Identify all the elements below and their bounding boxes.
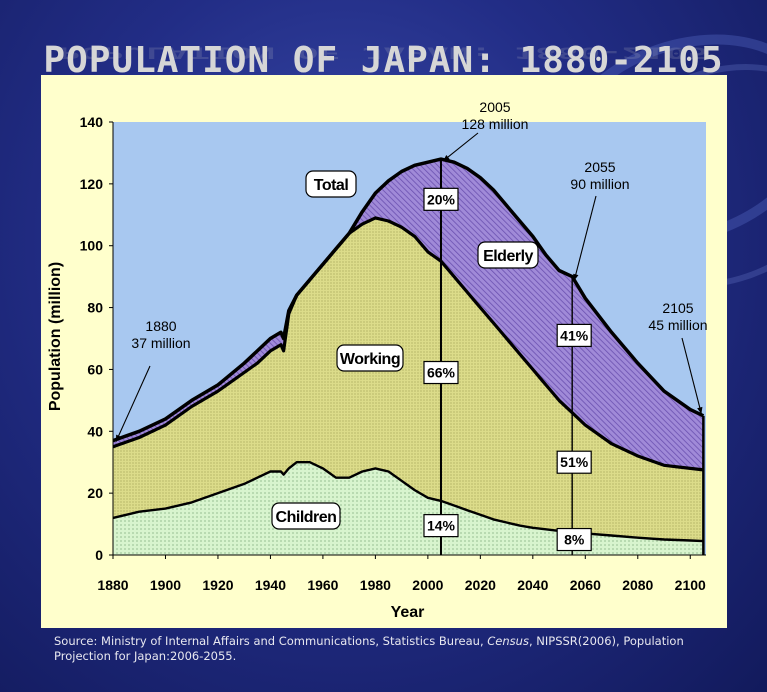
x-axis-title: Year: [391, 604, 425, 621]
x-tick-label: 2000: [412, 577, 443, 593]
annotation-2105-year: 2105: [662, 300, 693, 316]
x-tick-label: 1880: [97, 577, 128, 593]
share-2055-elderly-label: 41%: [560, 327, 589, 343]
share-2055-children-box: [556, 527, 592, 552]
y-tick-label: 100: [80, 238, 104, 254]
share-2055-elderly-box: [556, 323, 592, 348]
children-area: [113, 462, 704, 555]
elderly-area: [113, 159, 704, 470]
annotation-2005-arrowhead: [442, 154, 450, 162]
annotation-1880-year: 1880: [145, 318, 176, 334]
share-2055-working-box: [556, 450, 592, 474]
slide-title: POPULATION OF JAPAN: 1880-2105: [43, 40, 724, 81]
x-tick-label: 1920: [202, 577, 233, 593]
annotation-2055-arrow: [573, 195, 597, 281]
x-tick-label: 2080: [622, 577, 653, 593]
annotation-2055-year: 2055: [584, 159, 615, 175]
working-area: [113, 217, 704, 542]
annotation-2005-arrow: [442, 132, 479, 162]
share-2005-elderly-label: 20%: [427, 191, 456, 207]
elderly-area-box: [477, 241, 539, 269]
share-2055-working-label: 51%: [560, 454, 589, 470]
children-area-label: Children: [276, 509, 337, 526]
annotation-1880-arrowhead: [116, 434, 122, 442]
source-text: Source: Ministry of Internal Affairs and…: [54, 634, 488, 648]
working-area-label: Working: [340, 351, 400, 368]
x-tick-label: 2100: [675, 577, 706, 593]
y-axis-title: Population (million): [47, 262, 64, 411]
y-tick-label: 60: [87, 361, 103, 377]
total-area-box: [305, 170, 357, 198]
source-note: Source: Ministry of Internal Affairs and…: [54, 634, 744, 664]
elderly-area-label: Elderly: [483, 248, 533, 265]
total-area-label: Total: [314, 177, 349, 194]
share-2005-children-label: 14%: [427, 518, 456, 534]
x-tick-label: 1960: [307, 577, 338, 593]
x-tick-label: 2020: [465, 577, 496, 593]
y-tick-label: 40: [87, 423, 103, 439]
y-tick-label: 120: [80, 176, 104, 192]
annotation-2105-value: 45 million: [648, 317, 707, 333]
x-tick-label: 2060: [570, 577, 601, 593]
annotation-1880-arrow: [115, 365, 151, 442]
children-area-box: [271, 502, 341, 530]
annotation-2055-arrowhead: [573, 273, 579, 281]
annotation-2105-arrowhead: [697, 406, 703, 414]
y-tick-label: 20: [87, 485, 103, 501]
x-tick-label: 1980: [360, 577, 391, 593]
source-text-end: , NIPSSR(2006), Population Projection fo…: [54, 634, 684, 663]
x-tick-label: 1900: [150, 577, 181, 593]
working-line: [112, 216, 704, 472]
annotation-2005-value: 128 million: [462, 116, 529, 132]
y-tick-label: 80: [87, 300, 103, 316]
share-2005-working-label: 66%: [427, 365, 456, 381]
annotation-2005-year: 2005: [479, 99, 510, 115]
share-2005-elderly-box: [423, 187, 459, 211]
y-tick-label: 140: [80, 114, 104, 130]
y-tick-label: 0: [95, 547, 103, 563]
share-2005-children-box: [423, 514, 459, 538]
working-area-box: [336, 344, 404, 372]
annotation-1880-value: 37 million: [131, 335, 190, 351]
share-2055-children-label: 8%: [564, 532, 585, 548]
annotation-2105-arrow: [681, 337, 702, 414]
source-italic: Census: [487, 634, 529, 648]
share-2005-working-box: [423, 360, 459, 385]
annotation-2055-value: 90 million: [570, 176, 629, 192]
x-tick-label: 2040: [517, 577, 548, 593]
x-tick-label: 1940: [255, 577, 286, 593]
total-line: [112, 157, 705, 443]
